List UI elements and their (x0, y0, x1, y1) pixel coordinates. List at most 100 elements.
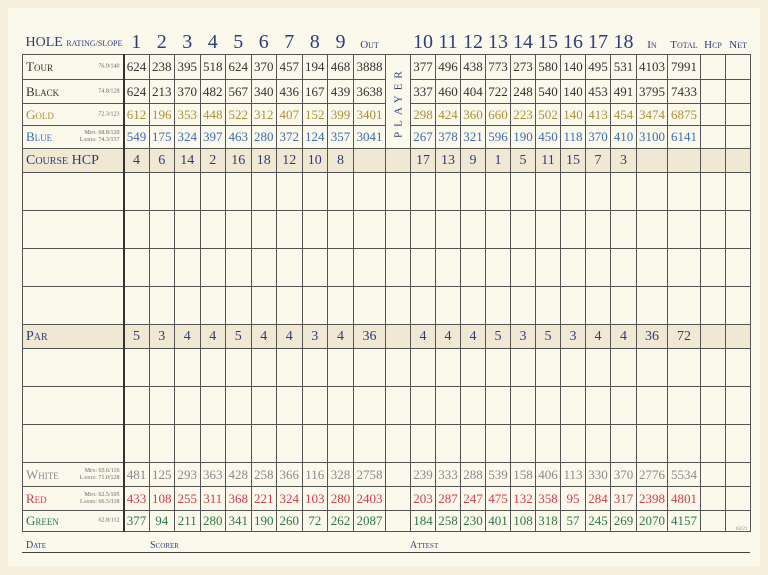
player-cell[interactable] (385, 462, 411, 487)
score-cell[interactable] (435, 172, 461, 211)
score-cell[interactable] (301, 286, 328, 325)
net-cell[interactable] (725, 125, 751, 149)
score-cell[interactable] (276, 424, 303, 463)
score-cell[interactable] (535, 286, 561, 325)
score-cell[interactable] (560, 248, 586, 287)
score-cell[interactable] (435, 386, 461, 425)
score-cell[interactable] (585, 248, 611, 287)
score-cell[interactable] (122, 348, 150, 387)
score-cell[interactable] (725, 172, 751, 211)
score-cell[interactable] (636, 348, 668, 387)
score-cell[interactable] (510, 172, 536, 211)
score-cell[interactable] (327, 172, 354, 211)
score-cell[interactable] (225, 172, 252, 211)
score-cell[interactable] (510, 286, 536, 325)
score-cell[interactable] (725, 248, 751, 287)
score-cell[interactable] (410, 286, 436, 325)
score-cell[interactable] (410, 172, 436, 211)
score-cell[interactable] (199, 424, 226, 463)
score-cell[interactable] (510, 424, 536, 463)
hcp-cell[interactable] (700, 79, 726, 104)
player-cell[interactable] (385, 510, 411, 532)
score-cell[interactable] (148, 386, 175, 425)
score-cell[interactable] (667, 424, 701, 463)
score-cell[interactable] (667, 210, 701, 249)
score-cell[interactable] (276, 386, 303, 425)
score-cell[interactable] (636, 286, 668, 325)
score-cell[interactable] (199, 248, 226, 287)
score-cell[interactable] (700, 386, 726, 425)
score-cell[interactable] (225, 248, 252, 287)
score-cell[interactable] (276, 348, 303, 387)
score-cell[interactable] (353, 424, 386, 463)
score-cell[interactable] (510, 210, 536, 249)
score-cell[interactable] (385, 248, 411, 287)
score-cell[interactable] (148, 348, 175, 387)
score-cell[interactable] (199, 286, 226, 325)
score-cell[interactable] (535, 248, 561, 287)
score-cell[interactable] (725, 424, 751, 463)
score-cell[interactable] (510, 348, 536, 387)
net-cell[interactable] (725, 462, 751, 487)
score-cell[interactable] (435, 348, 461, 387)
score-cell[interactable] (385, 386, 411, 425)
score-cell[interactable] (225, 424, 252, 463)
score-cell[interactable] (353, 210, 386, 249)
score-cell[interactable] (250, 424, 277, 463)
score-cell[interactable] (460, 248, 486, 287)
score-cell[interactable] (667, 248, 701, 287)
score-cell[interactable] (667, 286, 701, 325)
score-cell[interactable] (122, 172, 150, 211)
score-cell[interactable] (174, 386, 201, 425)
player-name-cell[interactable] (22, 424, 124, 463)
score-cell[interactable] (700, 172, 726, 211)
score-cell[interactable] (301, 248, 328, 287)
score-cell[interactable] (535, 386, 561, 425)
score-cell[interactable] (410, 424, 436, 463)
player-name-cell[interactable] (22, 386, 124, 425)
score-cell[interactable] (225, 286, 252, 325)
score-cell[interactable] (435, 248, 461, 287)
score-cell[interactable] (353, 248, 386, 287)
score-cell[interactable] (535, 210, 561, 249)
score-cell[interactable] (700, 210, 726, 249)
score-cell[interactable] (148, 424, 175, 463)
hcp-cell[interactable] (700, 462, 726, 487)
score-cell[interactable] (276, 210, 303, 249)
score-cell[interactable] (585, 210, 611, 249)
score-cell[interactable] (485, 210, 511, 249)
score-cell[interactable] (174, 248, 201, 287)
score-cell[interactable] (667, 386, 701, 425)
score-cell[interactable] (327, 424, 354, 463)
score-cell[interactable] (610, 210, 637, 249)
score-cell[interactable] (485, 248, 511, 287)
score-cell[interactable] (585, 424, 611, 463)
score-cell[interactable] (636, 424, 668, 463)
player-name-cell[interactable] (22, 248, 124, 287)
score-cell[interactable] (610, 386, 637, 425)
score-cell[interactable] (535, 172, 561, 211)
score-cell[interactable] (610, 248, 637, 287)
net-cell[interactable] (725, 103, 751, 126)
hcp-cell[interactable] (700, 510, 726, 532)
net-cell[interactable] (725, 486, 751, 511)
score-cell[interactable] (174, 424, 201, 463)
score-cell[interactable] (225, 348, 252, 387)
score-cell[interactable] (585, 172, 611, 211)
player-name-cell[interactable] (22, 286, 124, 325)
score-cell[interactable] (460, 210, 486, 249)
net-cell[interactable] (725, 79, 751, 104)
score-cell[interactable] (535, 424, 561, 463)
score-cell[interactable] (174, 172, 201, 211)
score-cell[interactable] (276, 286, 303, 325)
score-cell[interactable] (276, 248, 303, 287)
score-cell[interactable] (122, 386, 150, 425)
score-cell[interactable] (410, 210, 436, 249)
score-cell[interactable] (301, 172, 328, 211)
score-cell[interactable] (174, 348, 201, 387)
net-cell[interactable] (725, 54, 751, 80)
score-cell[interactable] (700, 424, 726, 463)
player-cell[interactable] (385, 486, 411, 511)
score-cell[interactable] (636, 210, 668, 249)
score-cell[interactable] (250, 210, 277, 249)
